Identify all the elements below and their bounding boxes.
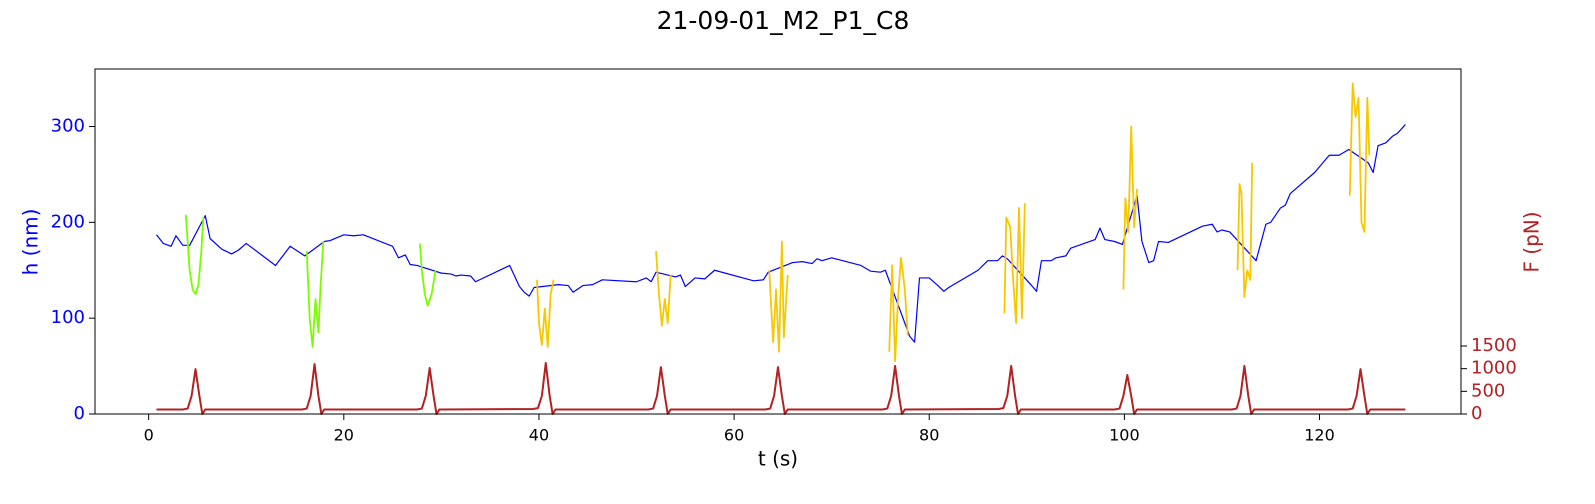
x-tick-label: 100 — [1109, 426, 1140, 445]
x-tick-label: 80 — [919, 426, 939, 445]
x-tick-label: 120 — [1304, 426, 1335, 445]
y-tick-label: 200 — [51, 211, 85, 232]
y-axis-label: h (nm) — [19, 209, 43, 276]
y2-tick-label: 1000 — [1471, 358, 1517, 379]
plot-frame — [94, 68, 1462, 415]
x-tick-label: 20 — [334, 426, 354, 445]
x-tick-label: 0 — [144, 426, 154, 445]
series-line — [156, 362, 1406, 415]
series-line — [155, 124, 1406, 343]
x-tick-label: 60 — [724, 426, 744, 445]
y-tick-label: 0 — [74, 403, 85, 424]
y2-tick-label: 500 — [1471, 380, 1505, 401]
y2-tick-label: 0 — [1471, 403, 1482, 424]
x-tick-label: 40 — [529, 426, 549, 445]
series-line — [536, 82, 1371, 363]
chart-title: 21-09-01_M2_P1_C8 — [657, 6, 910, 35]
x-axis-label: t (s) — [758, 447, 798, 471]
y2-tick-label: 1500 — [1471, 335, 1517, 356]
y-tick-label: 100 — [51, 307, 85, 328]
y-tick-label: 300 — [51, 116, 85, 137]
y2-axis-label: F (pN) — [1520, 211, 1544, 272]
series-line — [184, 214, 437, 348]
